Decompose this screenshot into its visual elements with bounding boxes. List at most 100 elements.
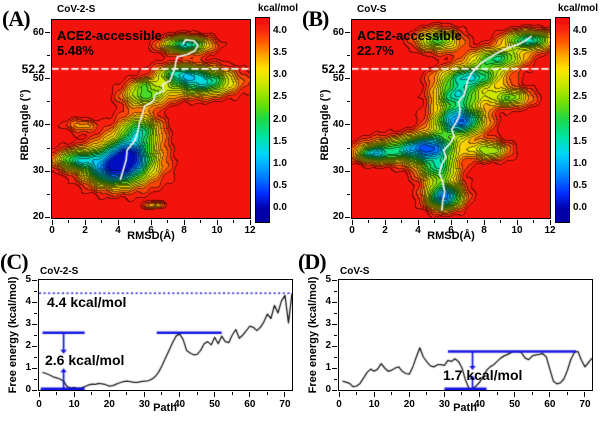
lineplot-D-ytick-minor: [334, 334, 337, 336]
heatmap-B-ytick: [345, 216, 350, 218]
lineplot-C-ytick-label: 4: [25, 296, 31, 307]
panel-d-title: CoV-S: [340, 266, 370, 277]
heatmap-A-ytick-minor: [47, 147, 50, 149]
panel-b-threshold-tick: 52.2: [321, 62, 345, 76]
lineplot-C-xtick-minor: [266, 392, 268, 395]
lineplot-C-ytick-label: 3: [25, 318, 31, 329]
panel-b-ace-percent: 22.7%: [357, 43, 394, 58]
heatmap-A-ytick-label: 50: [32, 72, 44, 84]
lineplot-D-xtick-label: 10: [368, 399, 380, 410]
panel-b-title: CoV-S: [357, 4, 387, 15]
lineplot-C-xtick-label: 30: [138, 399, 150, 410]
heatmap-A-xtick-label: 4: [115, 225, 121, 236]
lineplot-D-ytick-label: 1: [325, 362, 331, 373]
panel-a-label: (A): [2, 6, 31, 31]
heatmap-b-canvas: [352, 20, 550, 218]
heatmap-B-ytick-minor: [347, 193, 350, 195]
lineplot-D-ytick: [332, 367, 337, 369]
heatmap-A-ytick: [45, 216, 50, 218]
colorbar-b-tick-label: 2.0: [573, 113, 587, 125]
lineplot-D-ytick: [332, 389, 337, 391]
panel-d-xlabel: Path: [453, 402, 477, 414]
colorbar-b-tick-label: 1.0: [573, 157, 587, 169]
heatmap-A-xtick-minor: [167, 220, 168, 223]
lineplot-C-xtick-minor: [91, 392, 93, 395]
heatmap-A-xtick: [84, 220, 86, 225]
colorbar-b-tick-label: 3.5: [573, 47, 587, 59]
heatmap-A-xtick-label: 10: [211, 225, 223, 236]
panel-d-label: (D): [298, 249, 327, 274]
heatmap-B-ytick-label: 30: [332, 165, 344, 177]
lineplot-D-xtick: [373, 392, 375, 397]
panel-a-threshold-tick: 52.2: [21, 62, 45, 76]
lineplot-D-xtick-minor: [566, 392, 568, 395]
lineplot-d-frame: [338, 279, 593, 391]
colorbar-a-tick-label: 1.0: [273, 157, 287, 169]
panel-c-ylabel: Free energy (kcal/mol): [7, 276, 19, 394]
lineplot-C-xtick: [38, 392, 40, 397]
lineplot-C-xtick-minor: [56, 392, 58, 395]
lineplot-D-ytick: [332, 323, 337, 325]
lineplot-D-xtick-minor: [356, 392, 358, 395]
lineplot-D-xtick-minor: [496, 392, 498, 395]
heatmap-A-ytick-label: 40: [32, 118, 44, 130]
heatmap-B-xtick: [351, 220, 353, 225]
lineplot-D-ytick-label: 4: [325, 296, 331, 307]
lineplot-C-xtick-label: 50: [209, 399, 221, 410]
heatmap-B-xtick-label: 4: [415, 225, 421, 236]
panel-a-xlabel: RMSD(Å): [127, 230, 175, 242]
heatmap-A-ytick: [45, 170, 50, 172]
heatmap-A-xtick: [216, 220, 218, 225]
lineplot-D-ytick-label: 3: [325, 318, 331, 329]
lineplot-D-xtick: [479, 392, 481, 397]
lineplot-C-ytick: [32, 367, 37, 369]
lineplot-C-ytick-minor: [34, 356, 37, 358]
colorbar-b-tick-label: 3.0: [573, 69, 587, 81]
heatmap-A-xtick-minor: [68, 220, 69, 223]
colorbar-a-tick-label: 4.0: [273, 25, 287, 36]
lineplot-D-xtick-minor: [461, 392, 463, 395]
lineplot-D-ytick-minor: [334, 312, 337, 314]
colorbar-a-tick-label: 2.0: [273, 113, 287, 125]
heatmap-a-canvas: [52, 20, 250, 218]
lineplot-C-xtick: [143, 392, 145, 397]
heatmap-A-xtick-label: 6: [148, 225, 154, 236]
lineplot-D-xtick-label: 40: [473, 399, 486, 410]
lineplot-D-xtick-label: 50: [509, 399, 521, 410]
heatmap-B-xtick: [450, 220, 452, 225]
heatmap-B-xtick-minor: [434, 220, 435, 223]
heatmap-B-ytick-minor: [347, 101, 350, 103]
lineplot-C-xtick-label: 70: [279, 399, 291, 410]
panel-d-barrier-label: 1.7 kcal/mol: [443, 367, 523, 383]
heatmap-A-ytick: [45, 124, 50, 126]
heatmap-A-xtick-label: 0: [49, 225, 55, 236]
lineplot-C-xtick: [284, 392, 286, 397]
heatmap-B-xtick-minor: [533, 220, 534, 223]
lineplot-C-xtick: [249, 392, 251, 397]
lineplot-D-xtick-label: 30: [438, 399, 450, 410]
lineplot-C-xtick-label: 40: [173, 399, 186, 410]
heatmap-B-ytick: [345, 32, 350, 34]
heatmap-A-ytick-minor: [47, 101, 50, 103]
heatmap-B-ytick: [345, 170, 350, 172]
lineplot-D-xtick: [338, 392, 340, 397]
lineplot-C-xtick-minor: [126, 392, 128, 395]
lineplot-C-ytick-minor: [34, 312, 37, 314]
colorbar-b-tick-label: 4.0: [573, 25, 587, 36]
heatmap-A-xtick: [51, 220, 53, 225]
heatmap-A-xtick: [150, 220, 152, 225]
lineplot-D-xtick-label: 20: [403, 399, 415, 410]
heatmap-A-xtick-minor: [200, 220, 201, 223]
lineplot-C-ytick-label: 0: [25, 384, 31, 395]
colorbar-a-frame: [255, 17, 270, 223]
lineplot-c-frame: [38, 279, 293, 391]
lineplot-D-ytick: [332, 279, 337, 281]
colorbar-a-tick-label: 2.5: [273, 91, 287, 103]
heatmap-B-xtick-minor: [467, 220, 468, 223]
lineplot-C-ytick-minor: [34, 378, 37, 380]
heatmap-A-xtick-label: 8: [181, 225, 187, 236]
heatmap-A-xtick: [249, 220, 251, 225]
heatmap-b-frame: [351, 19, 551, 219]
heatmap-A-xtick-minor: [233, 220, 234, 223]
